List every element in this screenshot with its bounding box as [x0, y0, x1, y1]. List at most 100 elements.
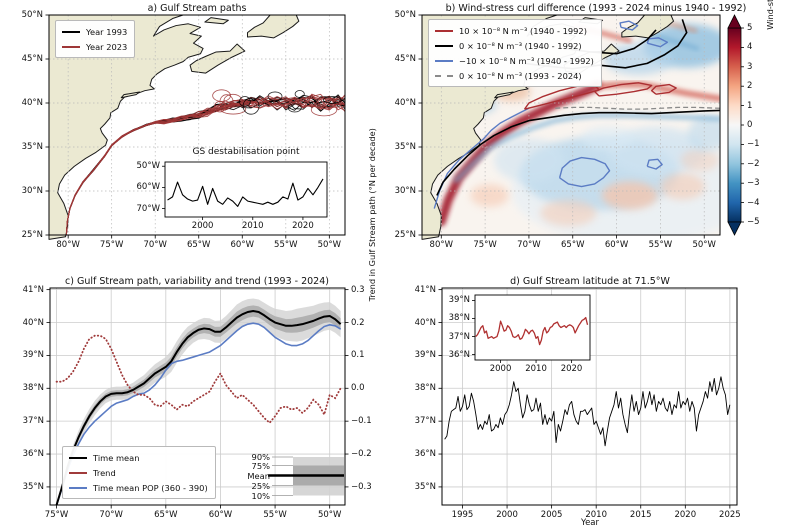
legend-c-label: Time mean — [93, 452, 140, 463]
trend-line — [55, 334, 342, 425]
panel-c-right-tick: 0.2 — [351, 317, 365, 328]
panel-d-plot — [441, 287, 738, 506]
legend-b-label: 10 × 10⁻⁸ N m⁻³ (1940 - 1992) — [459, 25, 587, 36]
panel-c-x-tick: 70°W — [99, 510, 123, 520]
coastline-anticosti — [204, 17, 229, 25]
coastline-long-island — [120, 91, 141, 99]
coastline-nova-scotia — [189, 43, 246, 74]
panel-c-x-tick: 75°W — [44, 510, 69, 520]
inset-d-y-tick: 39°N — [448, 295, 470, 306]
legend-c-label: Trend — [93, 467, 116, 478]
panel-d-inset — [472, 294, 591, 363]
panel-c-y-tick: 41°N — [22, 284, 44, 295]
colorbar-arrow-bottom — [727, 221, 742, 236]
colorbar-tick: −5 — [747, 216, 760, 227]
panel-c-y-tick: 35°N — [22, 481, 44, 492]
colorbar-arrow-top — [727, 14, 742, 29]
time-mean-pop-line — [55, 322, 342, 505]
panel-a-x-tick: 70°W — [143, 240, 167, 250]
panel-d-y-tick: 37°N — [414, 415, 436, 426]
panel-a-y-tick: 25°N — [21, 229, 43, 240]
panel-d-y-tick: 38°N — [414, 383, 436, 394]
colorbar-tick: 0 — [747, 119, 753, 130]
colorbar-label: Wind-stress curl difference (N m⁻² per 1… — [765, 0, 775, 30]
panel-c-title: c) Gulf Stream path, variability and tre… — [65, 276, 329, 287]
heat-blob — [659, 173, 706, 200]
panel-d-y-tick: 39°N — [414, 350, 436, 361]
panel-d-x-tick: 2015 — [629, 510, 652, 520]
legend-c-item: Time mean POP (360 - 390) — [69, 480, 208, 495]
panel-a-y-tick: 45°N — [21, 53, 43, 64]
gs-path-line — [65, 94, 345, 235]
colorbar-tick: −4 — [747, 197, 760, 208]
panel-b-x-tick: 70°W — [517, 240, 541, 250]
panel-a-map — [48, 14, 346, 240]
panel-d-frame — [441, 287, 738, 506]
legend-b-item: −10 × 10⁻⁸ N m⁻³ (1940 - 1992) — [435, 53, 594, 68]
panel-c-y-tick: 37°N — [22, 415, 44, 426]
heat-blob — [470, 183, 509, 207]
panel-d-title: d) Gulf Stream latitude at 71.5°W — [510, 276, 670, 287]
panel-c-x-tick: 50°W — [317, 510, 342, 520]
legend-b-label: −10 × 10⁻⁸ N m⁻³ (1940 - 1992) — [459, 55, 594, 66]
panel-a-y-tick: 40°N — [21, 97, 43, 108]
legend-b-swatch-line — [435, 29, 453, 32]
panel-c-x-tick: 55°W — [263, 510, 287, 520]
colorbar-tick: −1 — [747, 139, 760, 150]
band-25-75 — [56, 305, 341, 505]
inset-a-x-tick: 2000 — [191, 221, 214, 231]
gs-eddy-ring — [223, 93, 243, 108]
heat-band — [654, 34, 700, 51]
panel-c-right-tick: −0.3 — [351, 481, 372, 492]
contour-black-0 — [436, 109, 720, 196]
contour-red-10 — [593, 82, 653, 97]
colorbar-tick: 1 — [747, 100, 753, 111]
colorbar-tick: −3 — [747, 177, 760, 188]
inset-a-y-tick: 70°W — [136, 203, 160, 214]
inset-d-y-tick: 36°N — [448, 349, 470, 360]
panel-b-y-tick: 50°N — [394, 9, 416, 20]
panel-a-y-tick: 50°N — [21, 9, 43, 20]
legend-b-swatch-line — [435, 59, 453, 62]
panel-c-right-axis-label: Trend in Gulf Stream path (°N per decade… — [366, 128, 377, 302]
panel-c-y-tick: 39°N — [22, 350, 44, 361]
inset-a-y-tick: 50°W — [136, 160, 160, 171]
colorbar-tick: −2 — [747, 158, 760, 169]
panel-c-legend: Time mean Trend Time mean POP (360 - 390) — [62, 446, 216, 499]
contour-blue-minus10 — [619, 20, 639, 31]
panel-c-y-tick: 40°N — [22, 317, 44, 328]
heat-blob — [540, 199, 597, 227]
contour-gray-0-dashed — [555, 106, 720, 110]
panel-a-inset — [162, 161, 328, 220]
panel-b-y-tick: 45°N — [394, 53, 416, 64]
legend-a-swatch-line — [62, 45, 80, 48]
legend-b-item: 0 × 10⁻⁸ N m⁻³ (1940 - 1992) — [435, 38, 594, 53]
panel-a-y-tick: 30°N — [21, 185, 43, 196]
legend-b-swatch-line — [435, 44, 453, 47]
panel-a-x-tick: 75°W — [99, 240, 124, 250]
panel-c-right-tick: 0.1 — [351, 350, 365, 361]
contour-blue-minus10 — [646, 37, 669, 48]
gulf-stream-spaghetti — [65, 89, 345, 235]
panel-c-x-tick: 60°W — [208, 510, 233, 520]
panel-a-y-tick: 35°N — [21, 141, 43, 152]
panel-c-plot — [49, 287, 346, 506]
legend-b-swatch-line — [435, 74, 453, 77]
contour-blue-minus10 — [646, 158, 663, 170]
panel-a-title: a) Gulf Stream paths — [147, 3, 247, 14]
legend-c-label: Time mean POP (360 - 390) — [93, 482, 208, 493]
panel-d-x-tick: 2010 — [585, 510, 607, 520]
panel-b-x-tick: 55°W — [648, 240, 673, 250]
percentile-label: Mean — [247, 470, 270, 481]
panel-c-frame — [49, 287, 346, 506]
colorbar-tick: 3 — [747, 61, 753, 72]
gs-eddy-ring — [239, 96, 251, 107]
inset-d-x-tick: 2010 — [525, 364, 547, 374]
gs-eddy-ring — [212, 89, 231, 102]
contour-blue-minus10 — [558, 156, 611, 188]
contour-red-10 — [650, 83, 677, 95]
inset-a-title: GS destabilisation point — [192, 147, 300, 157]
percentile-key — [268, 456, 344, 496]
panel-b-y-tick: 25°N — [394, 229, 416, 240]
